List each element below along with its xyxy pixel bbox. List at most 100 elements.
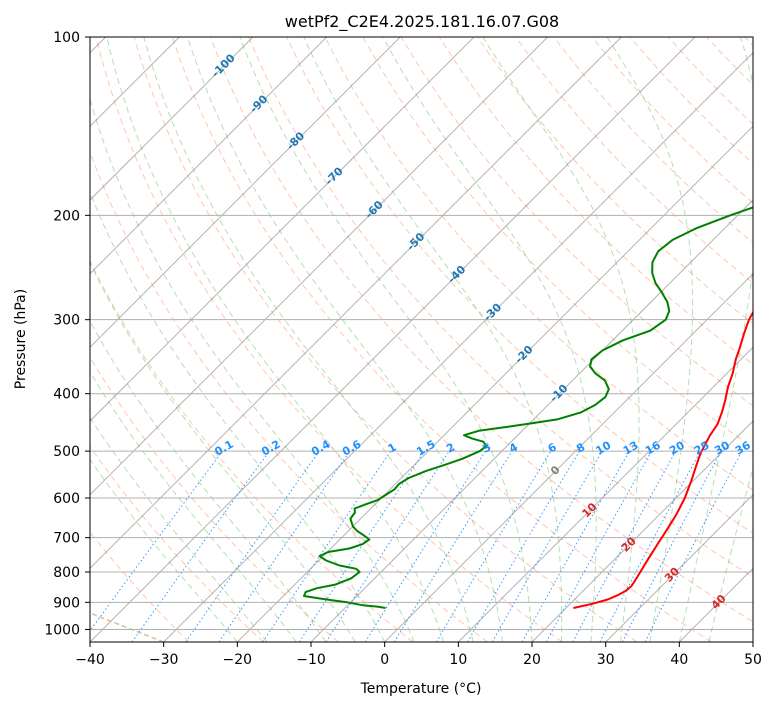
moist-adiabat-label: 30	[662, 565, 682, 585]
moist-adiabat	[606, 37, 694, 642]
x-tick-label: −30	[149, 652, 179, 668]
moist-adiabat	[678, 37, 753, 642]
isotherm-label: -10	[547, 381, 570, 404]
isotherm-line	[90, 37, 401, 349]
dry-adiabat	[95, 37, 563, 642]
mixing-ratio-label: 1	[386, 441, 399, 456]
mixing-ratio-line	[644, 450, 743, 642]
mixing-ratio-label: 0.4	[309, 437, 333, 458]
dry-adiabat	[629, 37, 753, 165]
isotherm-line	[310, 199, 753, 642]
mixing-ratio-label: 30	[712, 438, 732, 457]
mixing-ratio-label: 1.5	[414, 438, 437, 459]
dry-adiabat	[210, 37, 753, 623]
isotherm-line	[90, 37, 696, 642]
mixing-ratio-label: 10	[594, 438, 614, 457]
isotherm-line	[752, 641, 753, 642]
dry-adiabat	[515, 37, 753, 284]
isotherm-line	[90, 37, 475, 422]
plot-frame	[89, 36, 754, 643]
dry-adiabat	[171, 37, 712, 642]
mixing-ratio-line	[467, 450, 580, 642]
dry-adiabat	[744, 37, 753, 47]
mixing-ratio-line	[599, 450, 701, 642]
dry-adiabat	[477, 37, 753, 325]
mixing-ratio-line	[393, 450, 513, 642]
mixing-ratio-line	[364, 450, 486, 642]
dry-adiabat	[324, 37, 753, 491]
mixing-ratio-line	[131, 450, 270, 642]
moist-adiabat	[106, 37, 445, 642]
mixing-ratio-line	[185, 450, 320, 642]
dry-adiabat	[706, 37, 753, 86]
y-tick-label: 500	[53, 444, 80, 460]
moist-adiabat	[303, 37, 563, 642]
moist-adiabat	[90, 190, 386, 642]
mixing-ratio-line	[325, 450, 450, 642]
mixing-ratio-line	[218, 450, 351, 642]
profiles	[303, 206, 753, 609]
mixing-ratio-label: 0.2	[259, 438, 282, 459]
moist-adiabat	[90, 320, 327, 642]
moist-adiabat	[482, 37, 640, 642]
mixing-ratio-label: 8	[574, 441, 587, 456]
x-tick-label: 50	[744, 652, 762, 668]
axes: −40 −30 −20 −10 0 10 20 30 40 5010020030040050060…	[44, 30, 762, 668]
pressure-grid	[90, 37, 753, 630]
y-axis-title: Pressure (hPa)	[13, 289, 29, 389]
x-tick-label: 30	[597, 652, 615, 668]
y-tick-label: 200	[53, 208, 80, 224]
x-tick-label: 20	[523, 652, 541, 668]
moist-adiabat	[90, 97, 415, 642]
isotherm-line	[90, 37, 622, 570]
dry-adiabat	[591, 37, 753, 204]
dry-adiabat	[668, 37, 753, 125]
x-tick-label: −10	[296, 652, 326, 668]
moist-adiabat	[143, 37, 474, 642]
dry-adiabat	[133, 37, 638, 642]
x-axis-title: Temperature (°C)	[360, 681, 482, 697]
mixing-ratio-line	[545, 450, 653, 642]
moist-adiabat	[90, 261, 356, 642]
background-lines	[90, 37, 753, 642]
y-tick-label: 800	[53, 565, 80, 581]
isotherm-line	[163, 51, 753, 642]
mixing-ratio-line	[262, 450, 392, 642]
y-tick-label: 400	[53, 387, 80, 403]
isotherm-line	[605, 493, 753, 642]
mixing-ratio-label: 13	[621, 439, 641, 458]
isotherm-label: -50	[404, 230, 427, 253]
dry-adiabat	[90, 356, 339, 642]
mixing-ratio-line	[521, 450, 630, 642]
mixing-ratio-label: 2	[444, 441, 457, 456]
y-tick-label: 100	[53, 30, 80, 46]
mixing-ratio-label: 0.1	[212, 438, 235, 459]
moist-adiabat	[708, 465, 753, 642]
x-tick-label: −40	[75, 652, 105, 668]
isotherm-line	[90, 37, 549, 496]
x-tick-label: 40	[670, 652, 688, 668]
temperature-line	[573, 310, 753, 609]
y-tick-label: 900	[53, 595, 80, 611]
isotherm-line	[678, 567, 753, 642]
moist-adiabat	[90, 458, 238, 642]
mixing-ratio-line	[572, 450, 677, 642]
x-tick-label: −20	[223, 652, 253, 668]
mixing-ratio-label: 4	[507, 440, 520, 455]
mixing-ratio-label: 25	[692, 439, 712, 458]
moist-adiabat	[187, 37, 503, 642]
x-tick-label: 0	[380, 652, 389, 668]
isotherm-line	[236, 125, 753, 642]
dry-adiabat	[90, 445, 264, 642]
isotherm-label: -60	[363, 198, 386, 221]
mixing-ratio-line	[298, 450, 425, 642]
chart-title: wetPf2_C2E4.2025.181.16.07.G08	[285, 12, 559, 32]
mixing-ratio-line	[90, 450, 223, 632]
isotherm-line	[531, 420, 753, 642]
y-tick-label: 300	[53, 313, 80, 329]
dry-adiabat	[400, 37, 753, 407]
x-tick-label: 10	[449, 652, 467, 668]
isotherm-line	[90, 37, 328, 275]
y-tick-label: 700	[53, 531, 80, 547]
